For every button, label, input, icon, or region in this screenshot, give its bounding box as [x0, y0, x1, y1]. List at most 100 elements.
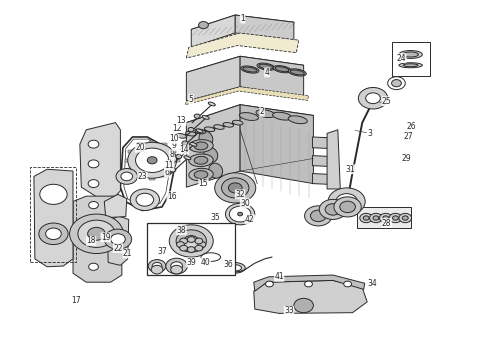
- Circle shape: [88, 160, 99, 168]
- Bar: [30, 167, 76, 262]
- Circle shape: [305, 206, 332, 226]
- Ellipse shape: [223, 262, 245, 273]
- Polygon shape: [313, 156, 328, 166]
- Ellipse shape: [241, 66, 259, 73]
- Text: 24: 24: [396, 54, 406, 63]
- Ellipse shape: [189, 154, 213, 167]
- Text: 35: 35: [211, 213, 220, 222]
- Bar: [357, 207, 411, 228]
- Ellipse shape: [288, 116, 307, 124]
- Circle shape: [195, 245, 203, 251]
- Circle shape: [136, 148, 169, 172]
- Text: 42: 42: [245, 215, 255, 224]
- Ellipse shape: [238, 212, 243, 216]
- Circle shape: [121, 172, 133, 181]
- Circle shape: [379, 213, 392, 223]
- Circle shape: [198, 22, 208, 29]
- Text: 29: 29: [401, 154, 411, 163]
- Ellipse shape: [202, 116, 209, 119]
- Text: 12: 12: [172, 123, 181, 132]
- Bar: [173, 159, 179, 162]
- Text: 23: 23: [138, 172, 147, 181]
- Text: 26: 26: [406, 122, 416, 131]
- Circle shape: [215, 173, 256, 203]
- Ellipse shape: [184, 235, 198, 246]
- Polygon shape: [254, 280, 367, 314]
- Bar: [147, 223, 235, 275]
- Circle shape: [228, 183, 242, 193]
- Text: 22: 22: [113, 244, 122, 253]
- Circle shape: [389, 213, 402, 223]
- Circle shape: [180, 238, 188, 244]
- Circle shape: [328, 188, 365, 215]
- Circle shape: [311, 210, 326, 222]
- Bar: [161, 174, 167, 177]
- Circle shape: [360, 213, 372, 223]
- Bar: [161, 143, 167, 146]
- Polygon shape: [240, 56, 304, 98]
- Ellipse shape: [223, 122, 234, 127]
- Circle shape: [39, 223, 68, 244]
- Polygon shape: [235, 15, 294, 40]
- Circle shape: [176, 242, 184, 247]
- Ellipse shape: [204, 127, 215, 131]
- Circle shape: [325, 204, 341, 215]
- Ellipse shape: [257, 63, 275, 70]
- Circle shape: [363, 216, 369, 220]
- Bar: [149, 141, 155, 144]
- Ellipse shape: [399, 63, 422, 68]
- Text: 33: 33: [284, 306, 294, 315]
- Text: 3: 3: [367, 129, 372, 138]
- Circle shape: [111, 234, 125, 244]
- Bar: [137, 174, 143, 177]
- Circle shape: [151, 265, 163, 274]
- Text: 37: 37: [157, 247, 167, 256]
- Ellipse shape: [259, 64, 273, 69]
- Text: 30: 30: [240, 199, 250, 208]
- Circle shape: [128, 142, 176, 178]
- Bar: [128, 150, 134, 153]
- Circle shape: [182, 141, 188, 145]
- Text: 8: 8: [170, 150, 174, 159]
- Ellipse shape: [189, 140, 213, 152]
- Text: 5: 5: [189, 95, 194, 104]
- Circle shape: [40, 184, 67, 204]
- Circle shape: [187, 237, 195, 242]
- Text: 14: 14: [179, 145, 189, 154]
- Circle shape: [148, 260, 166, 273]
- Circle shape: [152, 262, 162, 270]
- Ellipse shape: [209, 163, 222, 178]
- Polygon shape: [186, 105, 314, 132]
- Circle shape: [78, 220, 115, 247]
- Ellipse shape: [189, 168, 213, 181]
- Ellipse shape: [199, 131, 213, 146]
- Text: 9: 9: [172, 141, 176, 150]
- Circle shape: [180, 245, 188, 251]
- Ellipse shape: [195, 129, 205, 134]
- Ellipse shape: [256, 110, 275, 118]
- Bar: [171, 150, 176, 153]
- Text: 7: 7: [167, 159, 172, 168]
- Circle shape: [88, 180, 99, 188]
- Polygon shape: [240, 105, 314, 184]
- Polygon shape: [313, 174, 328, 184]
- Ellipse shape: [194, 156, 208, 164]
- Text: 2: 2: [260, 107, 265, 116]
- Text: 41: 41: [274, 272, 284, 281]
- Polygon shape: [191, 15, 294, 37]
- Ellipse shape: [275, 67, 289, 72]
- Circle shape: [319, 199, 346, 220]
- Ellipse shape: [186, 131, 196, 136]
- Circle shape: [294, 298, 314, 313]
- Circle shape: [187, 247, 195, 252]
- Text: 19: 19: [101, 233, 111, 242]
- Circle shape: [70, 214, 123, 253]
- Circle shape: [373, 216, 379, 220]
- Text: 25: 25: [382, 96, 392, 105]
- Circle shape: [176, 154, 182, 159]
- Circle shape: [392, 216, 398, 220]
- Text: 40: 40: [201, 258, 211, 267]
- Text: 21: 21: [123, 249, 132, 258]
- Polygon shape: [80, 123, 121, 198]
- Circle shape: [366, 93, 380, 104]
